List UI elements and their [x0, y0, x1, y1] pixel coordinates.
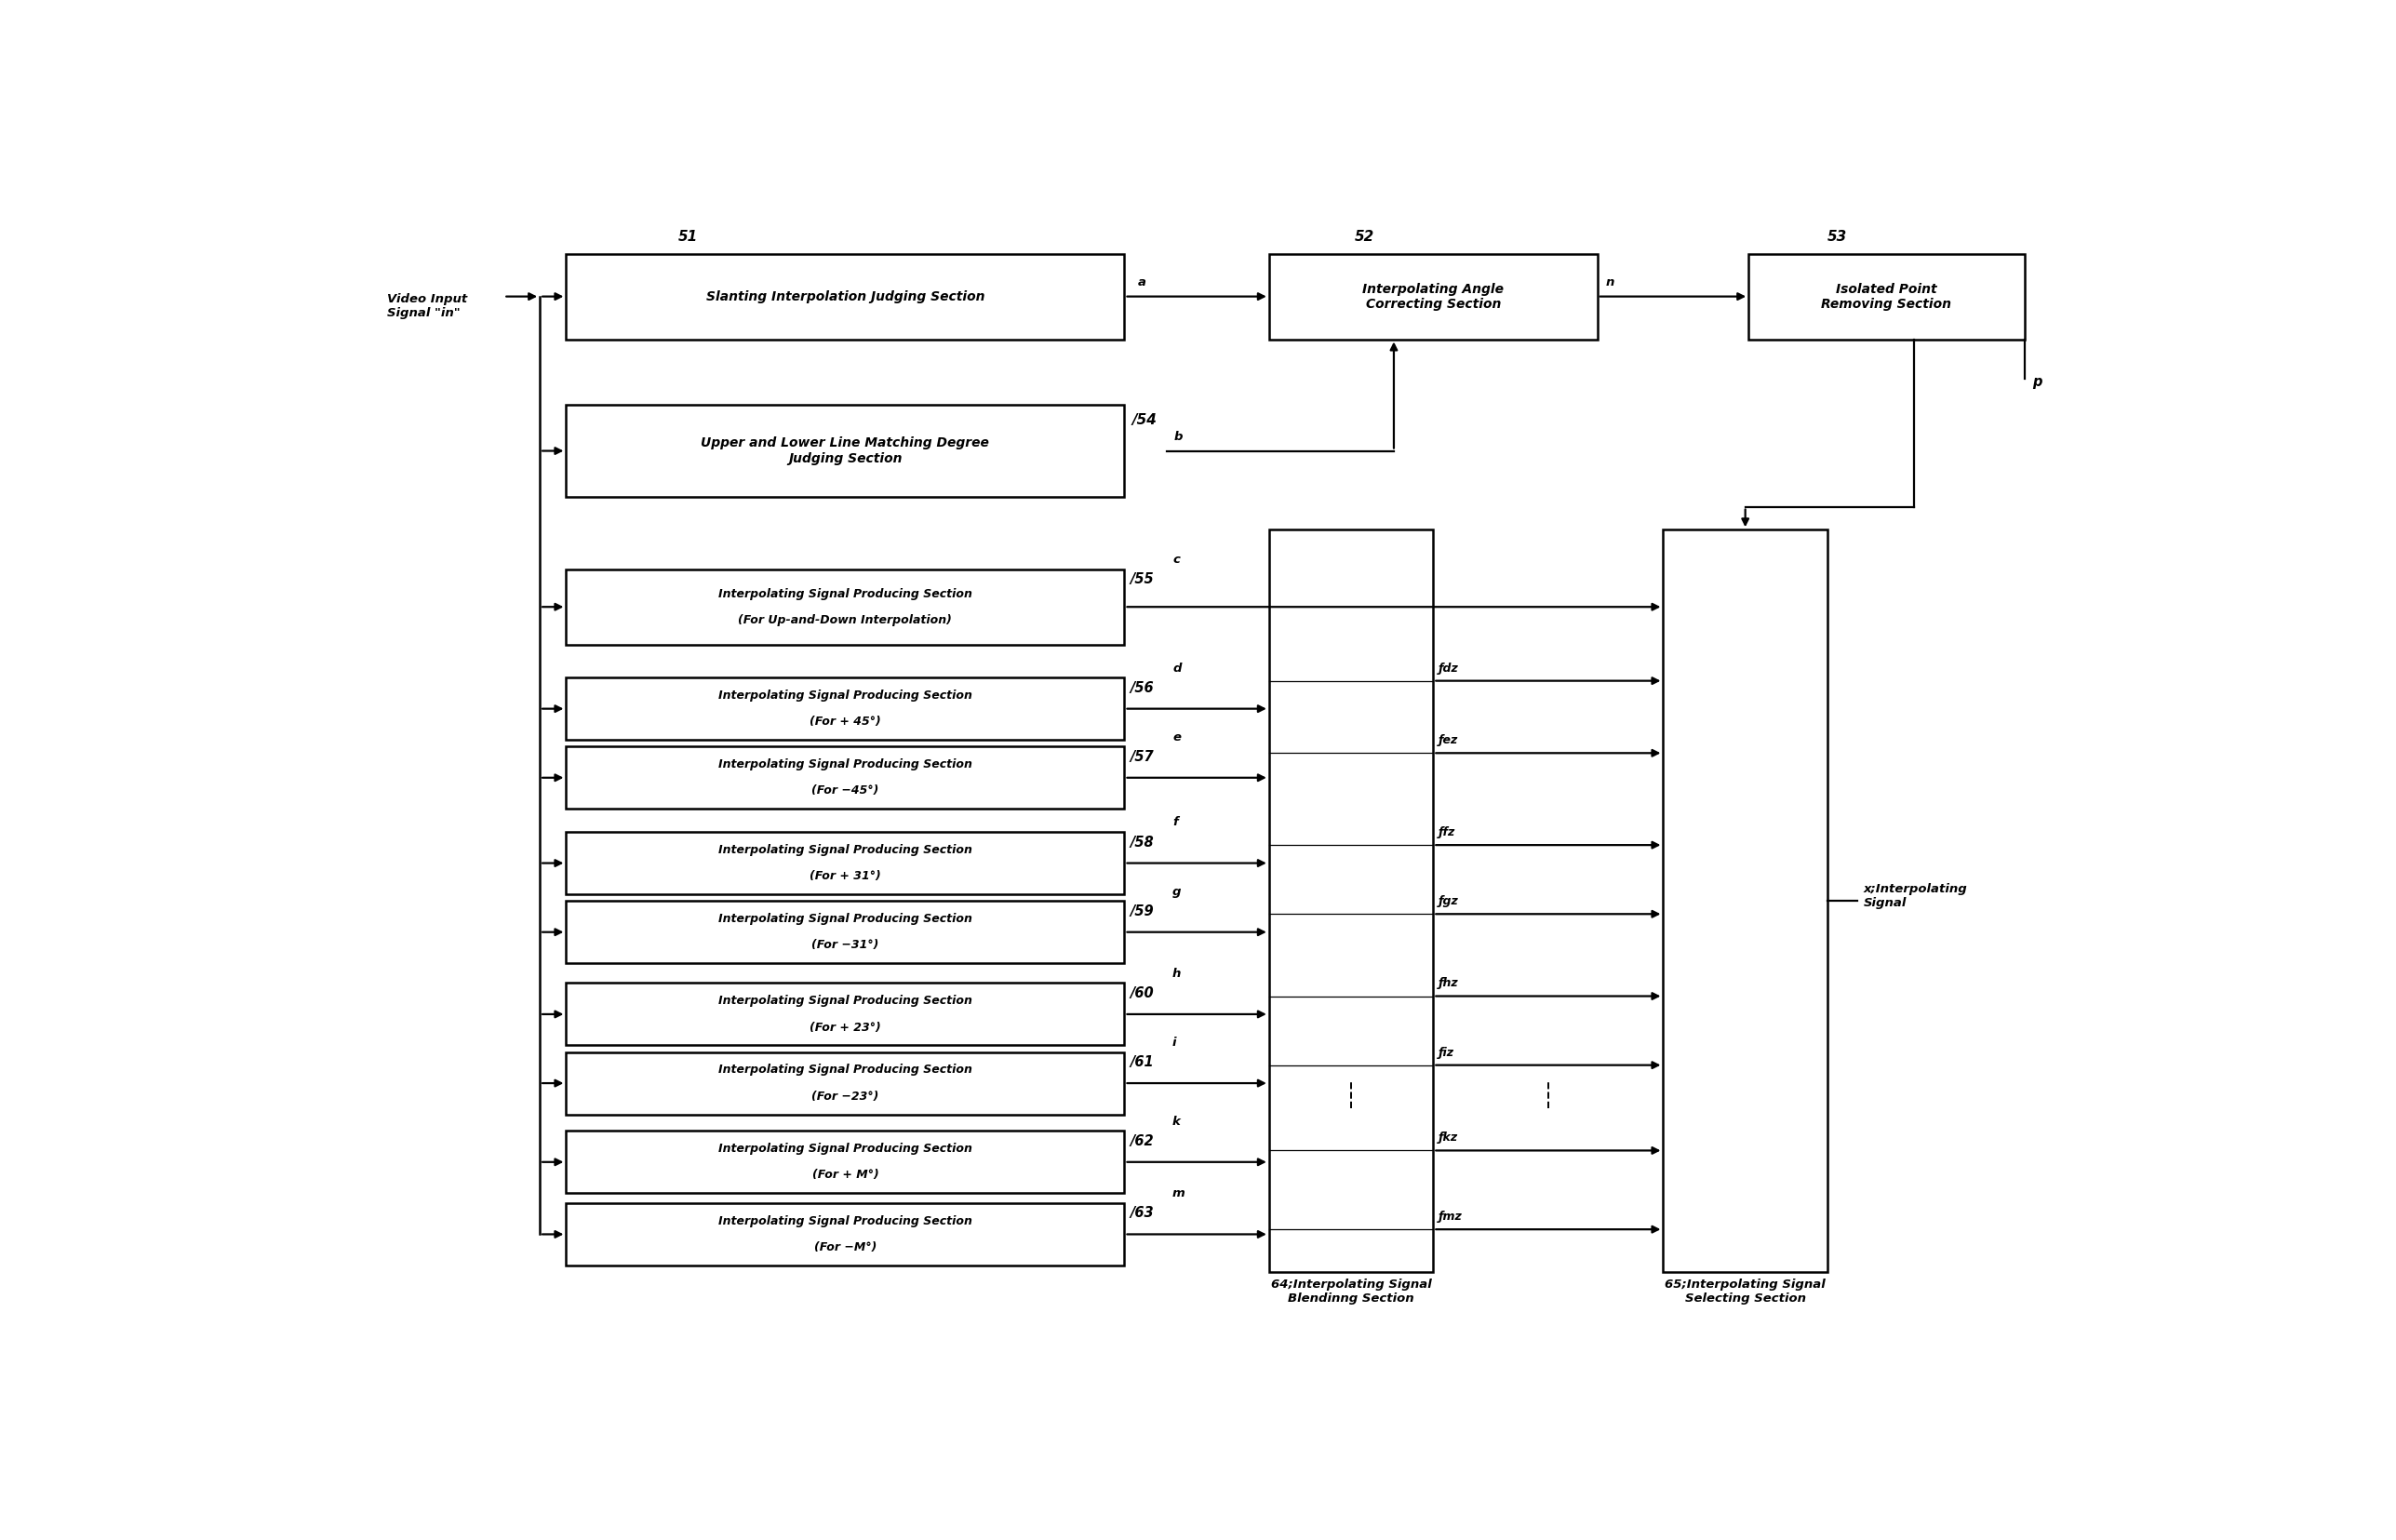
Text: (For + 31°): (For + 31°) [810, 870, 882, 882]
Bar [565, 405, 1124, 497]
Text: /63: /63 [1131, 1206, 1152, 1220]
Text: /59: /59 [1131, 904, 1152, 918]
Text: Isolated Point
Removing Section: Isolated Point Removing Section [1821, 282, 1953, 311]
Text: ƒez: ƒez [1438, 735, 1459, 747]
Text: i: i [1172, 1036, 1176, 1049]
Text: /54: /54 [1133, 413, 1157, 427]
Text: e: e [1172, 732, 1181, 744]
Text: f: f [1172, 816, 1179, 829]
Text: /62: /62 [1131, 1133, 1152, 1147]
Bar [1749, 254, 2025, 339]
Text: Interpolating Signal Producing Section: Interpolating Signal Producing Section [719, 995, 973, 1007]
Bar [565, 983, 1124, 1046]
Text: ƒiz: ƒiz [1438, 1047, 1454, 1058]
Text: (For −45°): (For −45°) [812, 785, 879, 796]
Bar [565, 747, 1124, 808]
Bar [565, 901, 1124, 964]
Bar [565, 1203, 1124, 1266]
Text: g: g [1172, 885, 1181, 898]
Text: k: k [1172, 1115, 1181, 1127]
Text: ƒfz: ƒfz [1438, 827, 1454, 838]
Text: Interpolating Signal Producing Section: Interpolating Signal Producing Section [719, 844, 973, 856]
Text: c: c [1172, 554, 1179, 565]
Text: Interpolating Signal Producing Section: Interpolating Signal Producing Section [719, 759, 973, 770]
Bar [565, 1052, 1124, 1115]
Text: 65;Interpolating Signal
Selecting Section: 65;Interpolating Signal Selecting Sectio… [1665, 1278, 1826, 1304]
Text: Interpolating Signal Producing Section: Interpolating Signal Producing Section [719, 1064, 973, 1076]
Text: /55: /55 [1131, 573, 1152, 587]
Text: Upper and Lower Line Matching Degree
Judging Section: Upper and Lower Line Matching Degree Jud… [702, 437, 990, 465]
Text: 64;Interpolating Signal
Blendinng Section: 64;Interpolating Signal Blendinng Sectio… [1270, 1278, 1430, 1304]
Text: 52: 52 [1354, 229, 1375, 243]
Bar [1270, 530, 1433, 1272]
Text: ƒhz: ƒhz [1438, 978, 1459, 990]
Text: d: d [1172, 662, 1181, 675]
Text: /57: /57 [1131, 750, 1152, 764]
Text: Interpolating Angle
Correcting Section: Interpolating Angle Correcting Section [1363, 282, 1505, 311]
Text: /60: /60 [1131, 986, 1152, 1001]
Text: Interpolating Signal Producing Section: Interpolating Signal Producing Section [719, 913, 973, 926]
Text: Interpolating Signal Producing Section: Interpolating Signal Producing Section [719, 1215, 973, 1227]
Text: (For −23°): (For −23°) [812, 1090, 879, 1103]
Bar [565, 1130, 1124, 1194]
Text: /58: /58 [1131, 835, 1152, 849]
Text: (For + 23°): (For + 23°) [810, 1021, 882, 1033]
Bar [1270, 254, 1598, 339]
Text: (For −31°): (For −31°) [812, 939, 879, 952]
Text: m: m [1172, 1187, 1186, 1200]
Bar [565, 832, 1124, 895]
Text: ƒmz: ƒmz [1438, 1210, 1462, 1223]
Text: ƒkz: ƒkz [1438, 1132, 1459, 1144]
Text: (For −M°): (For −M°) [815, 1241, 877, 1254]
Text: b: b [1174, 431, 1184, 444]
Bar [565, 678, 1124, 739]
Text: Interpolating Signal Producing Section: Interpolating Signal Producing Section [719, 588, 973, 599]
Text: h: h [1172, 967, 1181, 979]
Text: ƒdz: ƒdz [1438, 662, 1459, 675]
Bar [1663, 530, 1828, 1272]
Text: x;Interpolating
Signal: x;Interpolating Signal [1864, 882, 1967, 909]
Text: 53: 53 [1828, 229, 1847, 243]
Text: Interpolating Signal Producing Section: Interpolating Signal Producing Section [719, 690, 973, 702]
Text: (For + 45°): (For + 45°) [810, 716, 882, 728]
Text: (For + M°): (For + M°) [812, 1169, 879, 1181]
Text: 51: 51 [678, 229, 697, 243]
Text: Interpolating Signal Producing Section: Interpolating Signal Producing Section [719, 1143, 973, 1155]
Text: Video Input
Signal "in": Video Input Signal "in" [388, 293, 467, 319]
Text: n: n [1605, 277, 1615, 288]
Text: /61: /61 [1131, 1055, 1152, 1069]
Text: /56: /56 [1131, 681, 1152, 695]
Text: Slanting Interpolation Judging Section: Slanting Interpolation Judging Section [707, 290, 985, 303]
Text: (For Up-and-Down Interpolation): (For Up-and-Down Interpolation) [738, 614, 951, 627]
Text: ƒgz: ƒgz [1438, 895, 1459, 907]
Text: p: p [2032, 376, 2041, 390]
Bar [565, 570, 1124, 645]
Text: a: a [1138, 277, 1145, 288]
Bar [565, 254, 1124, 339]
